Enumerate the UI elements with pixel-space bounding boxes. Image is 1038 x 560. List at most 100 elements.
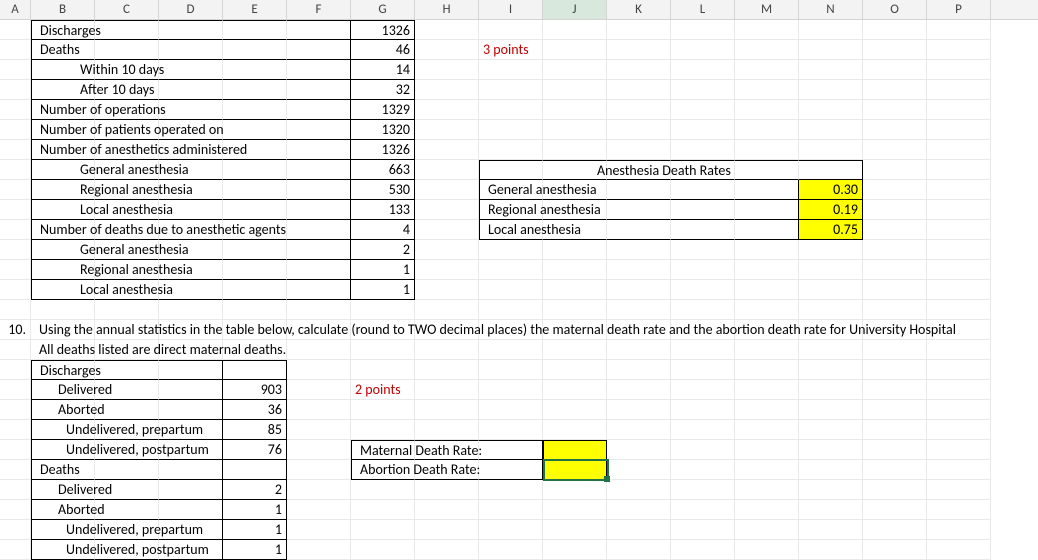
cell[interactable] bbox=[415, 60, 479, 80]
cell[interactable] bbox=[607, 340, 671, 360]
cell[interactable] bbox=[415, 280, 479, 300]
cell[interactable]: 4 bbox=[351, 220, 415, 240]
col-header-G[interactable]: G bbox=[351, 0, 415, 19]
col-header-M[interactable]: M bbox=[735, 0, 799, 19]
cell[interactable] bbox=[735, 60, 799, 80]
cell[interactable] bbox=[863, 20, 927, 40]
cell[interactable] bbox=[607, 220, 671, 240]
cell[interactable] bbox=[0, 200, 31, 220]
cell[interactable] bbox=[735, 480, 799, 500]
cell[interactable] bbox=[223, 200, 287, 220]
cell[interactable] bbox=[863, 240, 927, 260]
cell[interactable]: 1326 bbox=[351, 140, 415, 160]
cell[interactable] bbox=[287, 20, 351, 40]
cell[interactable] bbox=[0, 340, 31, 360]
cell[interactable] bbox=[799, 300, 863, 320]
cell[interactable] bbox=[927, 540, 991, 560]
cell[interactable] bbox=[799, 80, 863, 100]
cell[interactable] bbox=[287, 140, 351, 160]
cell[interactable] bbox=[31, 300, 95, 320]
cell[interactable] bbox=[799, 240, 863, 260]
cell[interactable] bbox=[607, 520, 671, 540]
cell[interactable]: 0.30 bbox=[799, 180, 863, 200]
cell[interactable] bbox=[415, 40, 479, 60]
cell[interactable] bbox=[543, 80, 607, 100]
cell[interactable] bbox=[799, 520, 863, 540]
cell[interactable] bbox=[223, 300, 287, 320]
cell[interactable] bbox=[159, 480, 223, 500]
cell[interactable] bbox=[607, 500, 671, 520]
cell[interactable]: Regional anesthesia bbox=[479, 200, 543, 220]
cell[interactable] bbox=[735, 380, 799, 400]
cell[interactable] bbox=[287, 40, 351, 60]
cell[interactable] bbox=[415, 20, 479, 40]
cell[interactable] bbox=[0, 100, 31, 120]
cell[interactable] bbox=[927, 20, 991, 40]
cell[interactable]: Undelivered, prepartum bbox=[31, 520, 95, 540]
cell[interactable]: 46 bbox=[351, 40, 415, 60]
cell[interactable] bbox=[927, 160, 991, 180]
cell[interactable] bbox=[159, 300, 223, 320]
cell[interactable] bbox=[671, 220, 735, 240]
cell[interactable] bbox=[479, 100, 543, 120]
col-header-F[interactable]: F bbox=[287, 0, 351, 19]
cell[interactable] bbox=[863, 220, 927, 240]
cell[interactable] bbox=[543, 100, 607, 120]
col-header-N[interactable]: N bbox=[799, 0, 863, 19]
cell[interactable] bbox=[159, 20, 223, 40]
cell[interactable]: Undelivered, prepartum bbox=[31, 420, 95, 440]
cell[interactable] bbox=[671, 480, 735, 500]
cell[interactable] bbox=[351, 500, 415, 520]
cell[interactable] bbox=[287, 540, 351, 560]
cell[interactable] bbox=[735, 20, 799, 40]
cell[interactable] bbox=[543, 240, 607, 260]
cell[interactable] bbox=[927, 420, 991, 440]
col-header-K[interactable]: K bbox=[607, 0, 671, 19]
cell[interactable]: Using the annual statistics in the table… bbox=[31, 320, 95, 340]
cell[interactable] bbox=[863, 520, 927, 540]
cell[interactable] bbox=[159, 100, 223, 120]
cell[interactable] bbox=[607, 100, 671, 120]
cell[interactable] bbox=[415, 300, 479, 320]
cell[interactable]: 1 bbox=[223, 520, 287, 540]
cell[interactable] bbox=[95, 360, 159, 380]
cell[interactable] bbox=[863, 60, 927, 80]
cell[interactable] bbox=[287, 480, 351, 500]
cell[interactable]: 1 bbox=[223, 500, 287, 520]
cell[interactable] bbox=[927, 360, 991, 380]
cell[interactable] bbox=[159, 360, 223, 380]
cell[interactable] bbox=[351, 300, 415, 320]
cell[interactable] bbox=[671, 20, 735, 40]
cell[interactable] bbox=[735, 280, 799, 300]
cell[interactable]: 14 bbox=[351, 60, 415, 80]
cell[interactable] bbox=[415, 500, 479, 520]
cell[interactable] bbox=[543, 380, 607, 400]
cell[interactable] bbox=[287, 80, 351, 100]
cell[interactable]: Deaths bbox=[31, 40, 95, 60]
cell[interactable] bbox=[223, 280, 287, 300]
cell[interactable] bbox=[0, 520, 31, 540]
cell[interactable] bbox=[159, 460, 223, 480]
cell[interactable] bbox=[0, 440, 31, 460]
cell[interactable] bbox=[287, 420, 351, 440]
cell[interactable] bbox=[0, 120, 31, 140]
cell[interactable] bbox=[415, 80, 479, 100]
cell[interactable] bbox=[671, 500, 735, 520]
cell[interactable] bbox=[927, 40, 991, 60]
cell[interactable]: 903 bbox=[223, 380, 287, 400]
cell[interactable] bbox=[479, 240, 543, 260]
cell[interactable] bbox=[927, 400, 991, 420]
cell[interactable]: 1326 bbox=[351, 20, 415, 40]
cell[interactable]: Within 10 days bbox=[31, 60, 95, 80]
cell[interactable] bbox=[0, 380, 31, 400]
cell[interactable]: All deaths listed are direct maternal de… bbox=[31, 340, 95, 360]
cell[interactable] bbox=[671, 260, 735, 280]
cell[interactable] bbox=[0, 180, 31, 200]
cell[interactable] bbox=[223, 240, 287, 260]
cell[interactable] bbox=[735, 300, 799, 320]
cell[interactable] bbox=[415, 160, 479, 180]
cell[interactable] bbox=[863, 140, 927, 160]
cell[interactable]: General anesthesia bbox=[479, 180, 543, 200]
cell[interactable] bbox=[479, 120, 543, 140]
cell[interactable] bbox=[607, 480, 671, 500]
